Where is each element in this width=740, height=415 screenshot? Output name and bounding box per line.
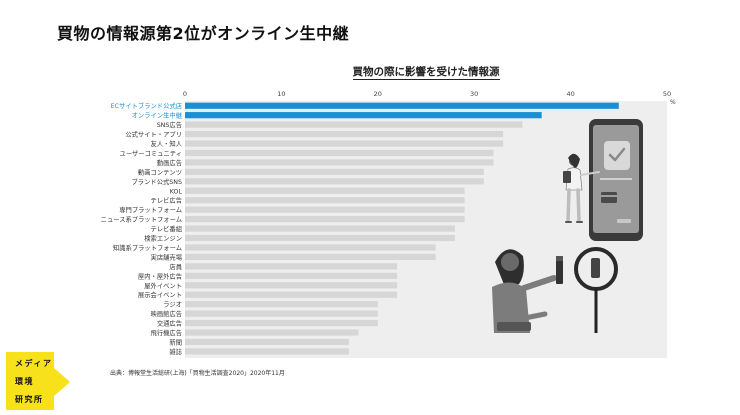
category-label: ユーザーコミュニティ — [120, 149, 182, 157]
category-label: オンライン生中継 — [132, 111, 183, 120]
x-tick-label: 10 — [277, 90, 285, 98]
category-label: 公式サイト・アプリ — [125, 130, 182, 139]
x-tick-label: 50 — [663, 90, 671, 98]
logo-arrow-shape — [6, 352, 70, 410]
bar — [185, 112, 542, 119]
page-title: 買物の情報源第2位がオンライン生中継 — [57, 24, 350, 43]
category-label: 実店舗売場 — [151, 252, 183, 261]
category-label: 動画コンテンツ — [138, 167, 182, 176]
logo-line-environment: 環境 — [15, 377, 34, 386]
bar — [185, 140, 504, 147]
category-label: 飛行機広告 — [151, 328, 182, 337]
bar — [185, 253, 436, 261]
bar — [185, 282, 398, 289]
bar — [185, 234, 455, 242]
bar — [185, 225, 455, 232]
category-label: ECサイトブランド公式店 — [111, 101, 182, 110]
category-label: テレビ広告 — [151, 196, 182, 205]
media-lab-logo: メディア 環境 研究所 — [4, 351, 74, 411]
bar — [185, 149, 494, 157]
bar — [185, 329, 359, 336]
category-label: ニュース系プラットフォーム — [101, 215, 182, 224]
category-label: ブランド公式SNS — [132, 177, 183, 186]
category-label: 展示会イベント — [138, 290, 182, 299]
logo-line-media: メディア — [15, 359, 53, 368]
bar — [185, 159, 494, 166]
bar — [185, 216, 465, 223]
bar — [185, 319, 378, 327]
bar — [185, 244, 436, 251]
category-label: 動画広告 — [157, 158, 182, 167]
bar — [185, 121, 523, 128]
category-label: 映画館広告 — [151, 309, 182, 318]
x-tick-label: 0 — [183, 90, 187, 98]
category-label: KOL — [170, 188, 183, 195]
category-label: 友人・知人 — [151, 139, 183, 148]
bar — [185, 272, 398, 279]
bar — [185, 178, 484, 185]
bar — [185, 206, 465, 213]
bar — [185, 310, 378, 317]
bar — [185, 168, 484, 175]
category-label: 屋内・屋外広告 — [138, 271, 182, 280]
bar — [185, 187, 465, 194]
source-note: 出典：博報堂生活総研(上海)「買物生活調査2020」2020年11月 — [110, 370, 285, 377]
bar — [185, 130, 504, 138]
category-label: テレビ番組 — [151, 224, 183, 233]
category-label: SNS広告 — [157, 120, 182, 129]
bar — [185, 291, 398, 298]
category-label: 屋外イベント — [144, 281, 182, 290]
bar — [185, 301, 378, 308]
logo-line-institute: 研究所 — [15, 395, 44, 404]
unit-label: % — [670, 99, 676, 106]
chart-title-text: 買物の際に影響を受けた情報源 — [352, 66, 500, 80]
bar — [185, 102, 619, 109]
x-tick-label: 20 — [374, 90, 382, 98]
category-label: 雑誌 — [169, 347, 182, 356]
category-label: 新聞 — [169, 337, 182, 346]
category-label: 検索エンジン — [144, 234, 182, 243]
category-label: 知識系プラットフォーム — [113, 243, 182, 252]
chart-title: 買物の際に影響を受けた情報源 — [185, 64, 667, 80]
bar — [185, 348, 349, 355]
bar — [185, 263, 398, 270]
x-tick-label: 40 — [566, 90, 574, 98]
category-label: ラジオ — [163, 301, 182, 309]
category-label: 専門プラットフォーム — [119, 205, 182, 214]
bar — [185, 338, 349, 346]
category-label: 交通広告 — [157, 319, 182, 328]
x-tick-label: 30 — [470, 90, 478, 98]
bar — [185, 197, 465, 204]
category-label: 店員 — [169, 262, 182, 271]
